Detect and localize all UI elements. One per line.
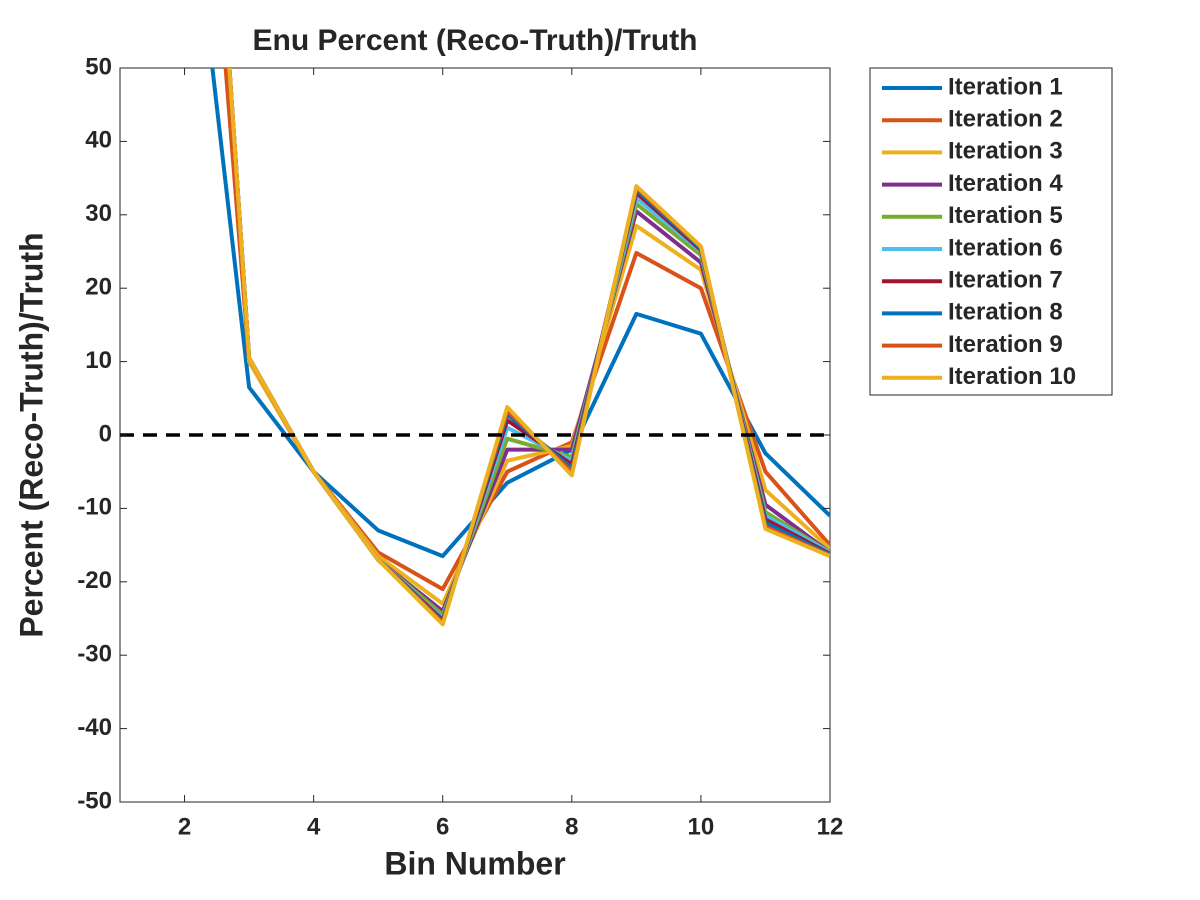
y-tick-label: 50 [85,53,112,80]
legend-label: Iteration 8 [948,299,1063,326]
y-tick-label: 10 [85,347,112,374]
legend-label: Iteration 5 [948,202,1063,229]
y-axis-label: Percent (Reco-Truth)/Truth [13,232,49,637]
x-axis-label: Bin Number [384,845,565,881]
x-tick-label: 12 [817,813,844,840]
y-tick-label: -40 [77,714,112,741]
legend-label: Iteration 4 [948,170,1063,197]
legend-label: Iteration 2 [948,106,1063,133]
legend-label: Iteration 3 [948,138,1063,165]
legend-box [869,67,1113,396]
y-tick-label: -50 [77,787,112,814]
x-tick-label: 4 [307,813,321,840]
series-line [210,68,830,559]
legend-label: Iteration 1 [948,73,1063,100]
y-tick-label: -10 [77,494,112,521]
legend-label: Iteration 7 [948,267,1063,294]
x-tick-label: 8 [565,813,578,840]
y-tick-label: 40 [85,127,112,154]
legend-label: Iteration 9 [948,331,1063,358]
legend-label: Iteration 6 [948,234,1063,261]
y-tick-label: -30 [77,641,112,668]
legend-label: Iteration 10 [948,363,1076,390]
x-tick-label: 2 [178,813,191,840]
y-tick-label: -20 [77,567,112,594]
x-tick-label: 6 [436,813,449,840]
chart-title: Enu Percent (Reco-Truth)/Truth [252,24,697,57]
y-tick-label: 0 [99,420,112,447]
y-tick-label: 20 [85,274,112,301]
y-tick-label: 30 [85,200,112,227]
plot-lines [120,68,830,627]
x-tick-label: 10 [688,813,715,840]
